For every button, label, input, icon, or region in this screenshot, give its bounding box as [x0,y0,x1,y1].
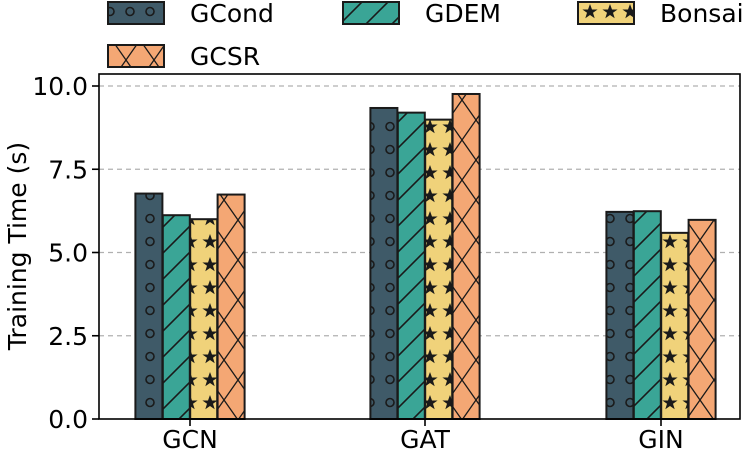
bar-gdem-gin [632,210,662,420]
bar-gcond-gat [369,106,399,420]
y-axis-label: Training Time (s) [3,142,32,351]
legend-label-bonsai: Bonsai [660,0,744,28]
legend: GCond GDEM Bonsai GCSR [107,0,744,71]
legend-swatch-gcond [107,1,165,25]
bar-gcsr-gin [687,218,717,420]
x-tick-label: GIN [638,425,683,449]
bar-gcsr-gcn [216,193,246,420]
bar-gcond-gin [605,210,635,420]
y-tick-label: 5.0 [48,239,88,268]
legend-swatch-gcsr [107,44,165,68]
bar-gcond-gcn [134,192,164,420]
bar-gdem-gat [396,111,426,420]
bar-bonsai-gat [424,118,454,421]
bars-group [134,92,717,421]
bar-bonsai-gin [660,231,690,420]
x-axis-ticks: GCN GAT GIN [162,419,684,453]
legend-label-gcsr: GCSR [190,42,260,71]
legend-swatch-bonsai [577,1,635,25]
legend-swatch-gdem [342,1,400,25]
x-tick-label: GAT [400,425,451,449]
y-tick-label: 0.0 [48,405,88,434]
legend-label-gcond: GCond [190,0,274,28]
legend-label-gdem: GDEM [425,0,501,28]
bar-gdem-gcn [161,214,191,420]
y-tick-label: 10.0 [32,72,88,101]
y-tick-label: 7.5 [48,155,88,184]
plot-frame [98,73,741,420]
bar-gcsr-gat [451,92,481,420]
bar-bonsai-gcn [189,218,219,420]
y-axis-ticks: 0.0 2.5 5.0 7.5 10.0 [32,72,99,434]
x-tick-label: GCN [162,425,218,449]
y-tick-label: 2.5 [48,322,88,351]
